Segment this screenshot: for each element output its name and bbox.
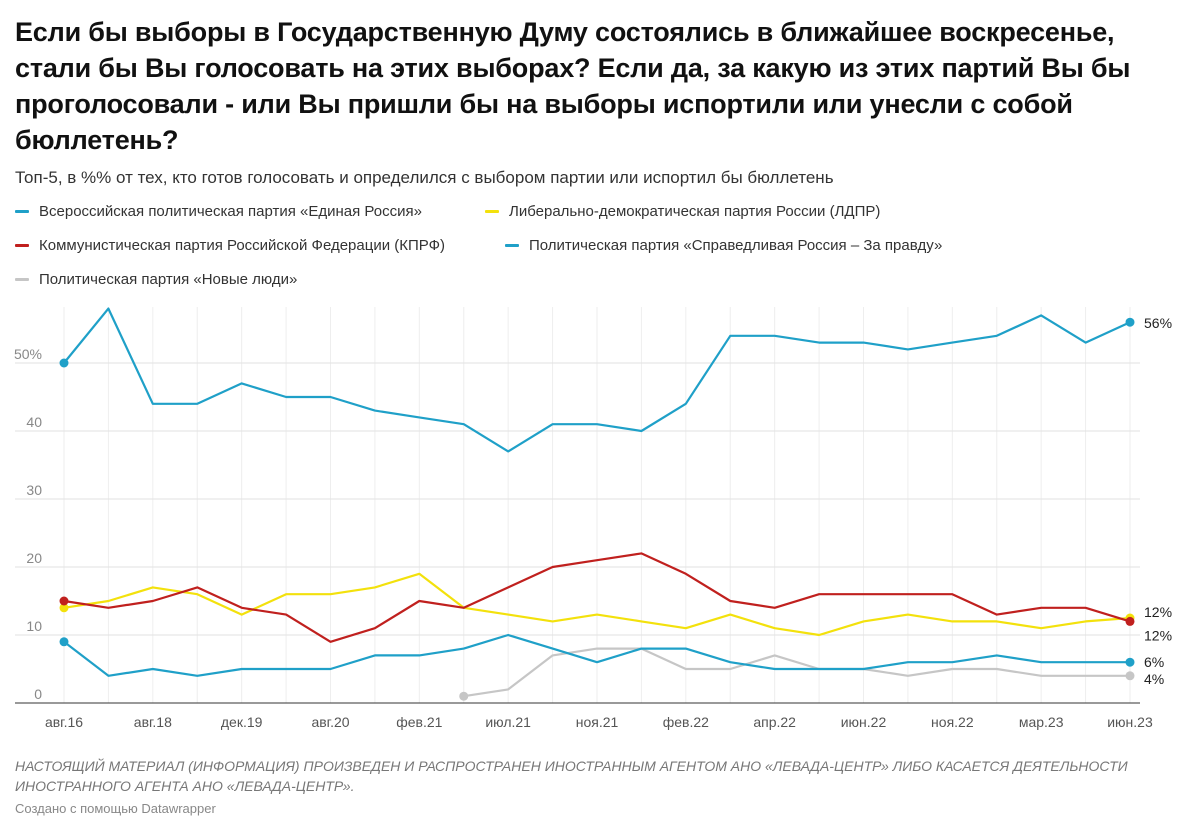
x-tick-label: фев.21 — [396, 714, 442, 730]
x-tick-label: авг.18 — [134, 714, 172, 730]
legend-label: Политическая партия «Справедливая Россия… — [529, 237, 943, 254]
legend-item-just-russia: Политическая партия «Справедливая Россия… — [505, 237, 942, 254]
series-end-dot — [1125, 657, 1135, 667]
chart-subtitle: Топ-5, в %% от тех, кто готов голосовать… — [15, 168, 834, 187]
x-tick-label: ноя.21 — [576, 714, 619, 730]
series-line — [62, 307, 1132, 453]
x-tick-label: июн.23 — [1107, 714, 1153, 730]
legend-swatch — [15, 244, 29, 247]
legend-label: Коммунистическая партия Российской Федер… — [39, 237, 446, 254]
series-line — [462, 647, 1132, 698]
series-start-dot — [59, 596, 69, 606]
credit-line: Создано с помощью Datawrapper — [15, 801, 216, 816]
y-tick-label: 40 — [26, 414, 42, 430]
x-tick-label: мар.23 — [1019, 714, 1064, 730]
x-tick-label: авг.16 — [45, 714, 83, 730]
y-tick-label: 50% — [14, 346, 42, 362]
legend-swatch — [485, 210, 499, 213]
series-end-label: 56% — [1144, 315, 1172, 331]
legend-label: Либерально-демократическая партия России… — [509, 203, 881, 220]
y-tick-label: 10 — [26, 618, 42, 634]
legend-item-kprf: Коммунистическая партия Российской Федер… — [15, 237, 445, 254]
foreign-agent-note: Настоящий материал (информация) произвед… — [15, 758, 1128, 794]
x-tick-label: ноя.22 — [931, 714, 974, 730]
x-tick-label: июн.22 — [841, 714, 887, 730]
series-start-dot — [59, 358, 69, 368]
legend-swatch — [15, 210, 29, 213]
series-end-dot — [1125, 616, 1135, 626]
series-end-dot — [1125, 317, 1135, 327]
series-line — [62, 552, 1132, 643]
series-line — [62, 572, 1132, 637]
series-end-label: 12% — [1144, 604, 1172, 620]
series-start-dot — [59, 637, 69, 647]
x-tick-label: фев.22 — [663, 714, 709, 730]
line-chart: 0 10 20 30 40 50% авг.16 авг.18 дек.19 авг.20 фев.… — [14, 307, 1172, 730]
chart-title: Если бы выборы в Государственную Думу со… — [15, 17, 1131, 155]
legend-swatch — [15, 278, 29, 281]
y-tick-label: 0 — [34, 686, 42, 702]
legend-item-ldpr: Либерально-демократическая партия России… — [485, 203, 880, 220]
y-tick-label: 20 — [26, 550, 42, 566]
legend-item-united-russia: Всероссийская политическая партия «Едина… — [15, 203, 422, 220]
series-start-dot — [459, 691, 469, 701]
legend-item-new-people: Политическая партия «Новые люди» — [15, 271, 297, 288]
x-tick-label: дек.19 — [221, 714, 263, 730]
x-tick-label: авг.20 — [311, 714, 349, 730]
y-tick-label: 30 — [26, 482, 42, 498]
series-end-dot — [1125, 671, 1135, 681]
series-line — [62, 633, 1132, 677]
legend-label: Всероссийская политическая партия «Едина… — [39, 203, 422, 220]
series-end-label: 6% — [1144, 654, 1164, 670]
series-end-label: 4% — [1144, 671, 1164, 687]
series-start-dot — [59, 603, 69, 613]
legend-swatch — [505, 244, 519, 247]
x-tick-label: июл.21 — [485, 714, 531, 730]
legend-label: Политическая партия «Новые люди» — [39, 271, 298, 288]
series-end-label: 12% — [1144, 627, 1172, 643]
x-tick-label: апр.22 — [753, 714, 796, 730]
